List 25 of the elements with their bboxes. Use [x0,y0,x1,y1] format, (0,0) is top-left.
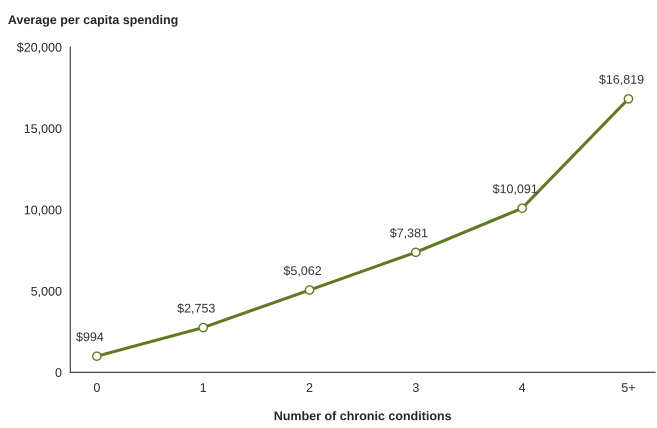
x-tick-label: 2 [306,383,312,392]
x-tick-label: 1 [200,383,206,392]
data-label: $7,381 [390,228,428,239]
point [92,351,102,362]
data-label: $5,062 [284,266,322,277]
point [198,322,208,332]
point [624,94,634,104]
x-axis-title: Number of chronic conditions [274,411,452,420]
y-tick-label: 10,000 [24,206,62,216]
y-tick-label: $20,000 [16,42,62,54]
chart-title: Average per capita spending [8,14,178,27]
x-tick-label: 5+ [622,383,635,392]
data-label: $10,091 [492,184,538,195]
y-tick-label: 0 [56,368,62,378]
y-tick-label: 15,000 [24,124,62,135]
data-label: $16,819 [599,74,644,86]
point [410,247,421,258]
data-label: $994 [76,332,104,342]
point [304,285,314,295]
point [517,203,527,214]
x-tick-label: 0 [94,383,100,392]
x-tick-label: 4 [518,383,526,392]
data-label: $2,753 [177,303,215,314]
y-tick-label: 5,000 [31,286,62,298]
x-tick-label: 3 [412,383,419,392]
